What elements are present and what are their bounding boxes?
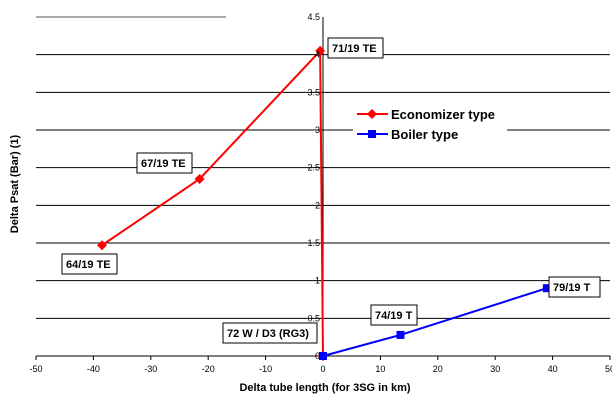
x-tick-label: 0 [320,364,325,374]
annotation-box [548,276,601,298]
x-tick-label: 20 [433,364,443,374]
legend-box [353,99,507,143]
x-tick-label: -10 [259,364,272,374]
y-tick-label: 3.5 [307,87,320,97]
annotation-box [136,152,193,174]
x-axis-title: Delta tube length (for 3SG in km) [239,382,410,394]
annotation-label: 71/19 TE [332,43,377,55]
legend-label: Boiler type [391,127,458,142]
annotation-box [61,253,118,275]
annotation-box [222,322,318,344]
annotation-label: 64/19 TE [66,259,111,271]
data-point [396,330,405,339]
legend-marker [367,109,377,119]
data-point [315,45,326,56]
y-tick-label: 4.5 [307,12,320,22]
x-tick-label: 30 [490,364,500,374]
x-tick-label: -30 [144,364,157,374]
y-tick-label: 2 [315,200,320,210]
y-tick-label: 0 [315,351,320,361]
x-tick-label: 10 [375,364,385,374]
y-tick-label: 4 [315,50,320,60]
data-point [97,240,108,251]
annotation-box [327,37,384,59]
data-point [194,173,205,184]
y-axis-title: Delta Psat (Bar) (1) [9,134,21,233]
annotation-label: 74/19 T [375,310,413,322]
series-layer [97,45,551,361]
annotation-label: 67/19 TE [141,158,186,170]
x-tick-label: -50 [29,364,42,374]
legend: Economizer type Boiler type [353,99,507,143]
gridlines [35,16,611,360]
data-point [319,352,327,360]
y-tick-label: 0.5 [307,313,320,323]
y-tick-label: 1.5 [307,238,320,248]
series-line-1 [322,287,548,357]
point-annotations: 64/19 TE 67/19 TE 71/19 TE 72 W / D3 (RG3) 7… [61,37,601,344]
x-tick-label: -20 [202,364,215,374]
annotation-label: 79/19 T [553,282,591,294]
annotation-box [370,304,418,326]
x-tick-label: 50 [605,364,612,374]
x-tick-label: 40 [548,364,558,374]
y-tick-label: 2.5 [307,163,320,173]
series-line-0 [101,48,324,357]
data-point [542,284,551,293]
y-tick-label: 3 [315,125,320,135]
x-tick-label: -40 [87,364,100,374]
legend-label: Economizer type [391,107,495,122]
legend-marker [368,130,376,138]
y-tick-label: 1 [315,276,320,286]
tick-labels: 0 0.5 1 1.5 2 2.5 3 3.5 4 4.5 -50 -40 -30 -20 -10 0 10 20… [29,12,612,374]
annotation-label: 72 W / D3 (RG3) [227,328,309,340]
